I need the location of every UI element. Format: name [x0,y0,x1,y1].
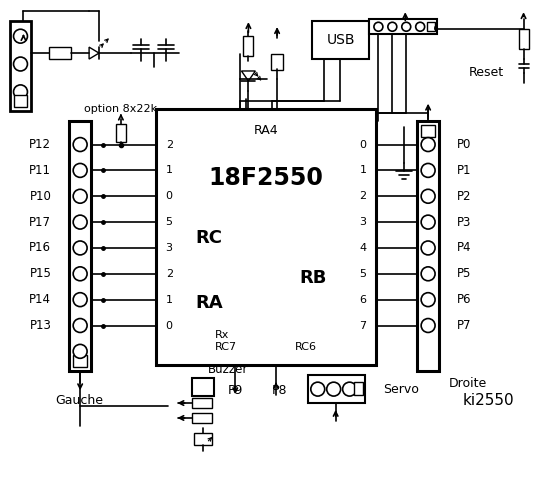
Text: P4: P4 [457,241,472,254]
Text: ki2550: ki2550 [463,393,515,408]
Text: RA4: RA4 [254,124,278,137]
Circle shape [73,189,87,203]
Text: P12: P12 [29,138,51,151]
Bar [417,120,439,371]
Circle shape [402,22,411,31]
Text: P1: P1 [457,164,472,177]
Circle shape [421,241,435,255]
Text: 0: 0 [359,140,367,150]
Text: P0: P0 [457,138,471,151]
Bar [69,120,91,371]
Bar [9,21,32,111]
Text: P11: P11 [29,164,51,177]
Circle shape [421,319,435,333]
Bar [353,382,363,395]
Text: 3: 3 [359,217,367,227]
Text: P7: P7 [457,319,472,332]
Circle shape [73,215,87,229]
Text: 5: 5 [166,217,173,227]
Text: P16: P16 [29,241,51,254]
Bar [73,355,87,367]
Circle shape [13,29,28,43]
Circle shape [73,241,87,255]
Text: 1: 1 [166,166,173,175]
Text: 1: 1 [166,295,173,305]
Bar [427,22,435,31]
Text: P5: P5 [457,267,471,280]
Bar [192,398,212,408]
Bar [156,109,377,365]
Text: 6: 6 [359,295,367,305]
Bar [192,413,212,423]
Bar [519,29,529,49]
Circle shape [416,22,425,31]
Text: P8: P8 [272,384,288,396]
Text: 0: 0 [166,191,173,201]
Text: 0: 0 [166,321,173,331]
Text: Reset: Reset [468,66,504,80]
Circle shape [13,85,28,99]
Text: 5: 5 [359,269,367,279]
Circle shape [327,382,341,396]
Text: option 8x22k: option 8x22k [85,104,158,114]
Bar [192,378,215,396]
Text: P9: P9 [227,384,243,396]
Bar [312,21,369,59]
Circle shape [13,57,28,71]
Circle shape [374,22,383,31]
Text: Gauche: Gauche [55,394,103,407]
Text: P17: P17 [29,216,51,228]
Bar [13,95,28,107]
Text: Servo: Servo [383,383,419,396]
Circle shape [311,382,325,396]
Circle shape [73,293,87,307]
Text: P14: P14 [29,293,51,306]
Circle shape [73,164,87,178]
Circle shape [421,267,435,281]
Text: 2: 2 [359,191,367,201]
Text: P13: P13 [29,319,51,332]
Bar [369,19,437,34]
Text: USB: USB [326,33,355,47]
Text: RC: RC [195,229,222,247]
Text: P2: P2 [457,190,472,203]
Text: RB: RB [299,269,327,287]
Text: Buzzer: Buzzer [207,363,248,376]
Text: 2: 2 [166,269,173,279]
Bar [243,36,253,56]
Text: RC7: RC7 [215,342,237,352]
Circle shape [73,267,87,281]
Circle shape [421,138,435,152]
Text: P3: P3 [457,216,471,228]
Text: Droite: Droite [449,377,487,390]
Circle shape [421,293,435,307]
Text: Rx: Rx [215,330,229,340]
Text: P10: P10 [29,190,51,203]
Text: 4: 4 [359,243,367,253]
Circle shape [421,189,435,203]
Text: 1: 1 [359,166,367,175]
Text: 2: 2 [166,140,173,150]
Circle shape [343,382,357,396]
Text: RA: RA [195,294,223,312]
Bar [195,433,212,445]
Text: 18F2550: 18F2550 [208,167,324,191]
Circle shape [421,215,435,229]
Text: 7: 7 [359,321,367,331]
Circle shape [73,319,87,333]
Circle shape [421,164,435,178]
Bar [271,54,283,70]
Bar [49,47,71,59]
Bar [421,125,435,137]
Bar [308,375,366,403]
Text: RC6: RC6 [295,342,317,352]
Bar [116,124,126,142]
Text: P15: P15 [29,267,51,280]
Text: P6: P6 [457,293,472,306]
Circle shape [73,344,87,358]
Text: 3: 3 [166,243,173,253]
Circle shape [388,22,397,31]
Circle shape [73,138,87,152]
